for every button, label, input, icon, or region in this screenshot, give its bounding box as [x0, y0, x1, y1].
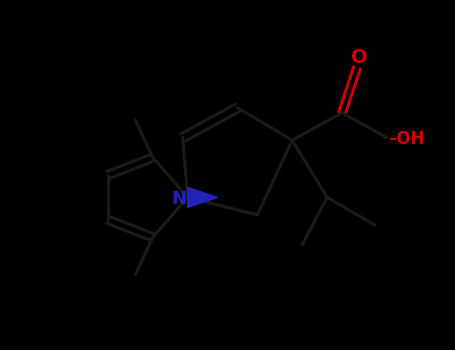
Text: N: N — [171, 190, 186, 208]
Polygon shape — [187, 188, 217, 207]
Text: O: O — [351, 48, 368, 68]
Text: –OH: –OH — [388, 130, 424, 148]
